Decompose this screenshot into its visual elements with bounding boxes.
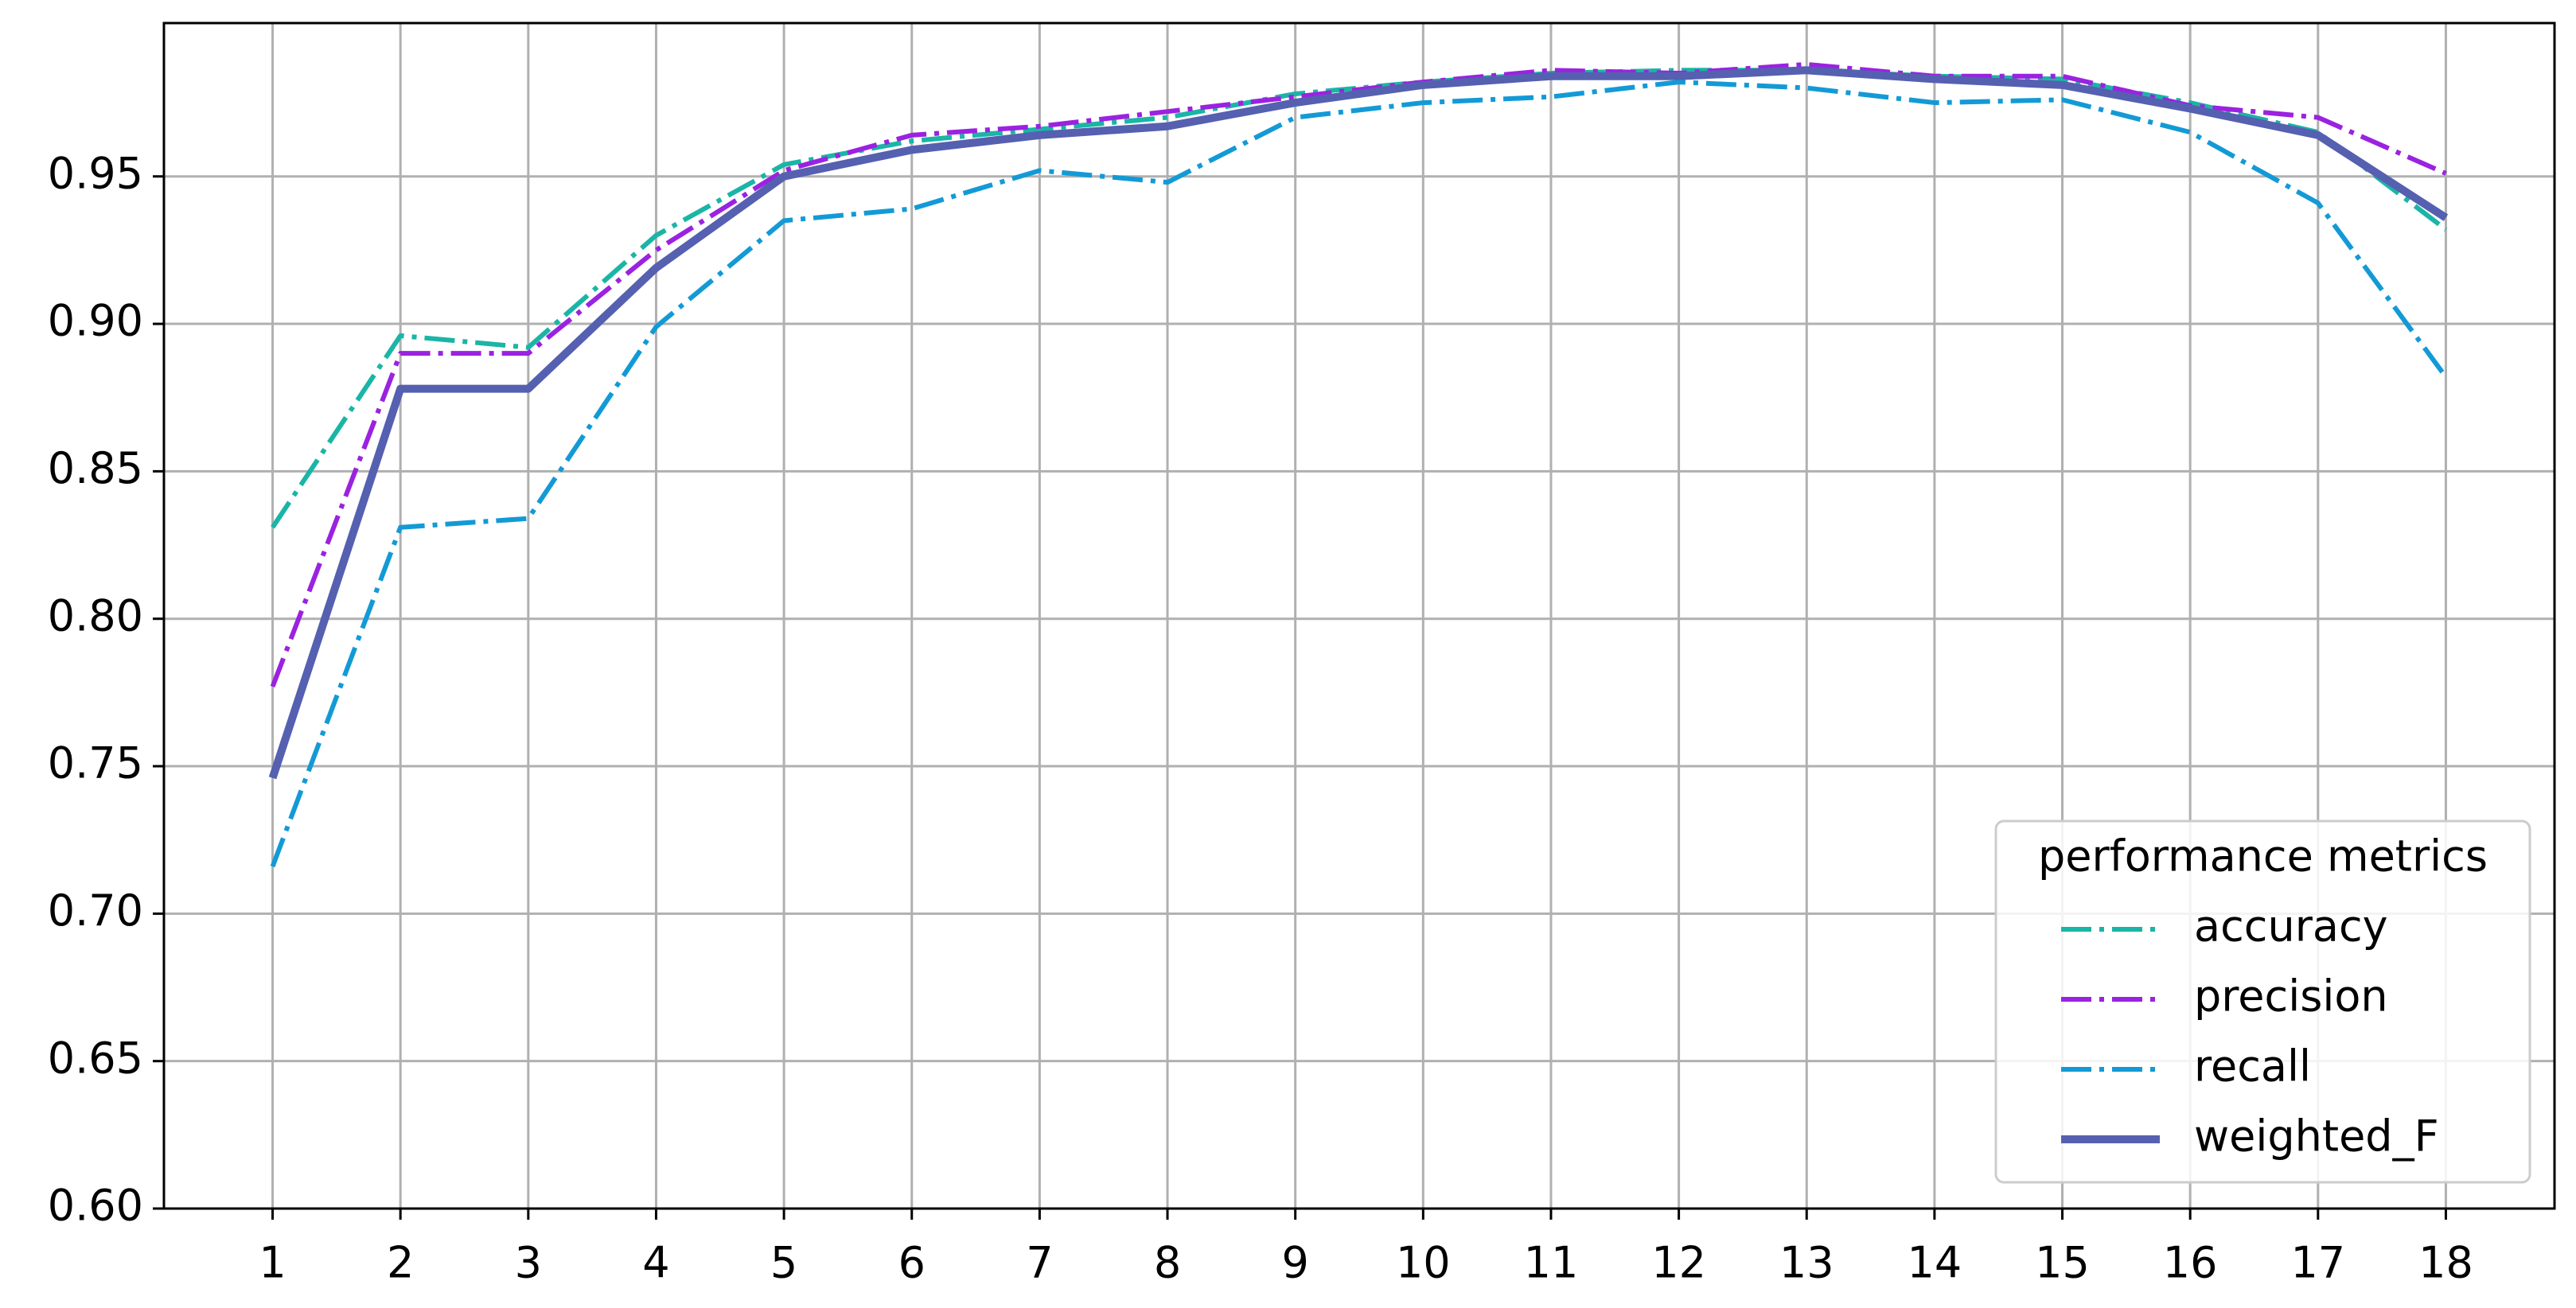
y-tick-label: 0.65	[48, 1033, 143, 1083]
x-tick-label: 12	[1651, 1238, 1706, 1288]
x-tick-label: 13	[1779, 1238, 1834, 1288]
y-tick-label: 0.80	[48, 590, 143, 640]
x-tick-label: 15	[2035, 1238, 2090, 1288]
x-tick-label: 7	[1026, 1238, 1053, 1288]
x-tick-label: 14	[1908, 1238, 1962, 1288]
y-tick-label: 0.90	[48, 296, 143, 346]
legend-label: precision	[2194, 971, 2388, 1022]
y-tick-label: 0.75	[48, 738, 143, 788]
x-tick-label: 11	[1524, 1238, 1579, 1288]
y-tick-label: 0.60	[48, 1181, 143, 1231]
x-tick-label: 5	[770, 1238, 797, 1288]
legend-box	[1994, 819, 2531, 1184]
y-tick-label: 0.70	[48, 886, 143, 936]
x-tick-label: 6	[898, 1238, 926, 1288]
x-tick-label: 4	[642, 1238, 669, 1288]
legend-title: performance metrics	[2038, 831, 2488, 882]
x-tick-label: 3	[515, 1238, 542, 1288]
x-tick-label: 18	[2418, 1238, 2473, 1288]
x-tick-label: 10	[1396, 1238, 1451, 1288]
series-line	[268, 66, 2449, 780]
legend: performance metrics accuracy precision reca…	[1994, 819, 2531, 1184]
series-line	[270, 61, 2447, 688]
x-tick-label: 16	[2163, 1238, 2218, 1288]
legend-label: recall	[2194, 1041, 2311, 1092]
y-tick-label: 0.95	[48, 148, 143, 198]
series-line	[270, 80, 2448, 868]
legend-label: accuracy	[2194, 901, 2388, 952]
y-tick-label: 0.85	[48, 443, 143, 493]
x-tick-label: 17	[2290, 1238, 2345, 1288]
x-tick-label: 2	[387, 1238, 414, 1288]
series-line	[271, 68, 2448, 529]
x-tick-label: 1	[259, 1238, 286, 1288]
plot-frame	[162, 21, 2556, 1210]
legend-label: weighted_F	[2194, 1111, 2439, 1162]
x-tick-label: 8	[1154, 1238, 1181, 1288]
x-tick-label: 9	[1281, 1238, 1308, 1288]
